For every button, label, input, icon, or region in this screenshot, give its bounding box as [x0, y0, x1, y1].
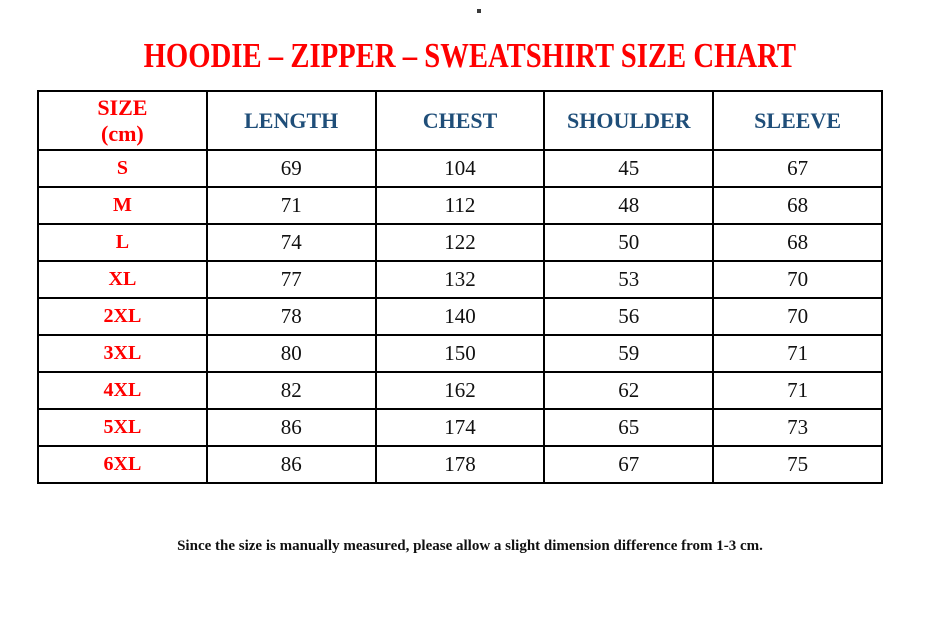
page-title-text: HOODIE – ZIPPER – SWEATSHIRT SIZE CHART [143, 36, 797, 75]
table-row-s: S 69 104 45 67 [37, 149, 883, 188]
measurement-cell-sleeve: 70 [712, 297, 883, 336]
measurement-cell-chest: 162 [374, 371, 546, 410]
size-label: 3XL [37, 334, 208, 373]
measurement-disclaimer: Since the size is manually measured, ple… [177, 538, 763, 554]
measurement-cell-chest: 122 [374, 223, 546, 262]
size-label: XL [37, 260, 208, 299]
table-row-6xl: 6XL 86 178 67 75 [37, 445, 883, 484]
table-row-2xl: 2XL 78 140 56 70 [37, 297, 883, 336]
measurement-cell-chest: 112 [374, 186, 546, 225]
measurement-cell-chest: 174 [374, 408, 546, 447]
table-row-m: M 71 112 48 68 [37, 186, 883, 225]
size-label: 4XL [37, 371, 208, 410]
page-title: HOODIE – ZIPPER – SWEATSHIRT SIZE CHART [0, 36, 940, 76]
table-row-3xl: 3XL 80 150 59 71 [37, 334, 883, 373]
column-header-length: LENGTH [205, 90, 377, 151]
measurement-cell-sleeve: 67 [712, 149, 883, 188]
measurement-cell-chest: 178 [374, 445, 546, 484]
measurement-cell-sleeve: 68 [712, 223, 883, 262]
measurement-cell-shoulder: 48 [543, 186, 715, 225]
measurement-cell-shoulder: 53 [543, 260, 715, 299]
table-head: SIZE (cm) LENGTH CHEST SHOULDER SLEEVE [37, 90, 883, 151]
table-row-5xl: 5XL 86 174 65 73 [37, 408, 883, 447]
measurement-cell-chest: 104 [374, 149, 546, 188]
measurement-cell-length: 80 [205, 334, 377, 373]
measurement-cell-chest: 150 [374, 334, 546, 373]
size-label: 5XL [37, 408, 208, 447]
measurement-cell-length: 86 [205, 408, 377, 447]
stray-dot-artifact [477, 9, 481, 13]
table-row-4xl: 4XL 82 162 62 71 [37, 371, 883, 410]
size-chart-table: SIZE (cm) LENGTH CHEST SHOULDER SLEEVE S 69 10… [37, 90, 883, 484]
measurement-cell-length: 82 [205, 371, 377, 410]
measurement-cell-sleeve: 73 [712, 408, 883, 447]
size-label: S [37, 149, 208, 188]
measurement-cell-length: 77 [205, 260, 377, 299]
measurement-cell-shoulder: 56 [543, 297, 715, 336]
measurement-cell-sleeve: 75 [712, 445, 883, 484]
measurement-cell-length: 71 [205, 186, 377, 225]
measurement-cell-length: 86 [205, 445, 377, 484]
measurement-cell-shoulder: 65 [543, 408, 715, 447]
size-label: L [37, 223, 208, 262]
column-header-size: SIZE (cm) [37, 90, 208, 151]
measurement-cell-length: 69 [205, 149, 377, 188]
measurement-cell-sleeve: 71 [712, 334, 883, 373]
size-label: M [37, 186, 208, 225]
column-header-sleeve: SLEEVE [712, 90, 883, 151]
measurement-cell-chest: 132 [374, 260, 546, 299]
measurement-cell-length: 74 [205, 223, 377, 262]
measurement-cell-length: 78 [205, 297, 377, 336]
column-header-shoulder: SHOULDER [543, 90, 715, 151]
table-body: S 69 104 45 67 M 71 112 48 68 L 74 122 50 68 XL 77 132 53 7… [37, 149, 883, 484]
measurement-cell-sleeve: 70 [712, 260, 883, 299]
measurement-cell-shoulder: 67 [543, 445, 715, 484]
table-row-l: L 74 122 50 68 [37, 223, 883, 262]
measurement-cell-shoulder: 59 [543, 334, 715, 373]
measurement-cell-shoulder: 62 [543, 371, 715, 410]
table-row-xl: XL 77 132 53 70 [37, 260, 883, 299]
size-label: 2XL [37, 297, 208, 336]
size-label: 6XL [37, 445, 208, 484]
measurement-cell-chest: 140 [374, 297, 546, 336]
table-header-row: SIZE (cm) LENGTH CHEST SHOULDER SLEEVE [37, 90, 883, 151]
column-header-chest: CHEST [374, 90, 546, 151]
measurement-cell-shoulder: 50 [543, 223, 715, 262]
measurement-cell-sleeve: 71 [712, 371, 883, 410]
measurement-cell-sleeve: 68 [712, 186, 883, 225]
measurement-cell-shoulder: 45 [543, 149, 715, 188]
